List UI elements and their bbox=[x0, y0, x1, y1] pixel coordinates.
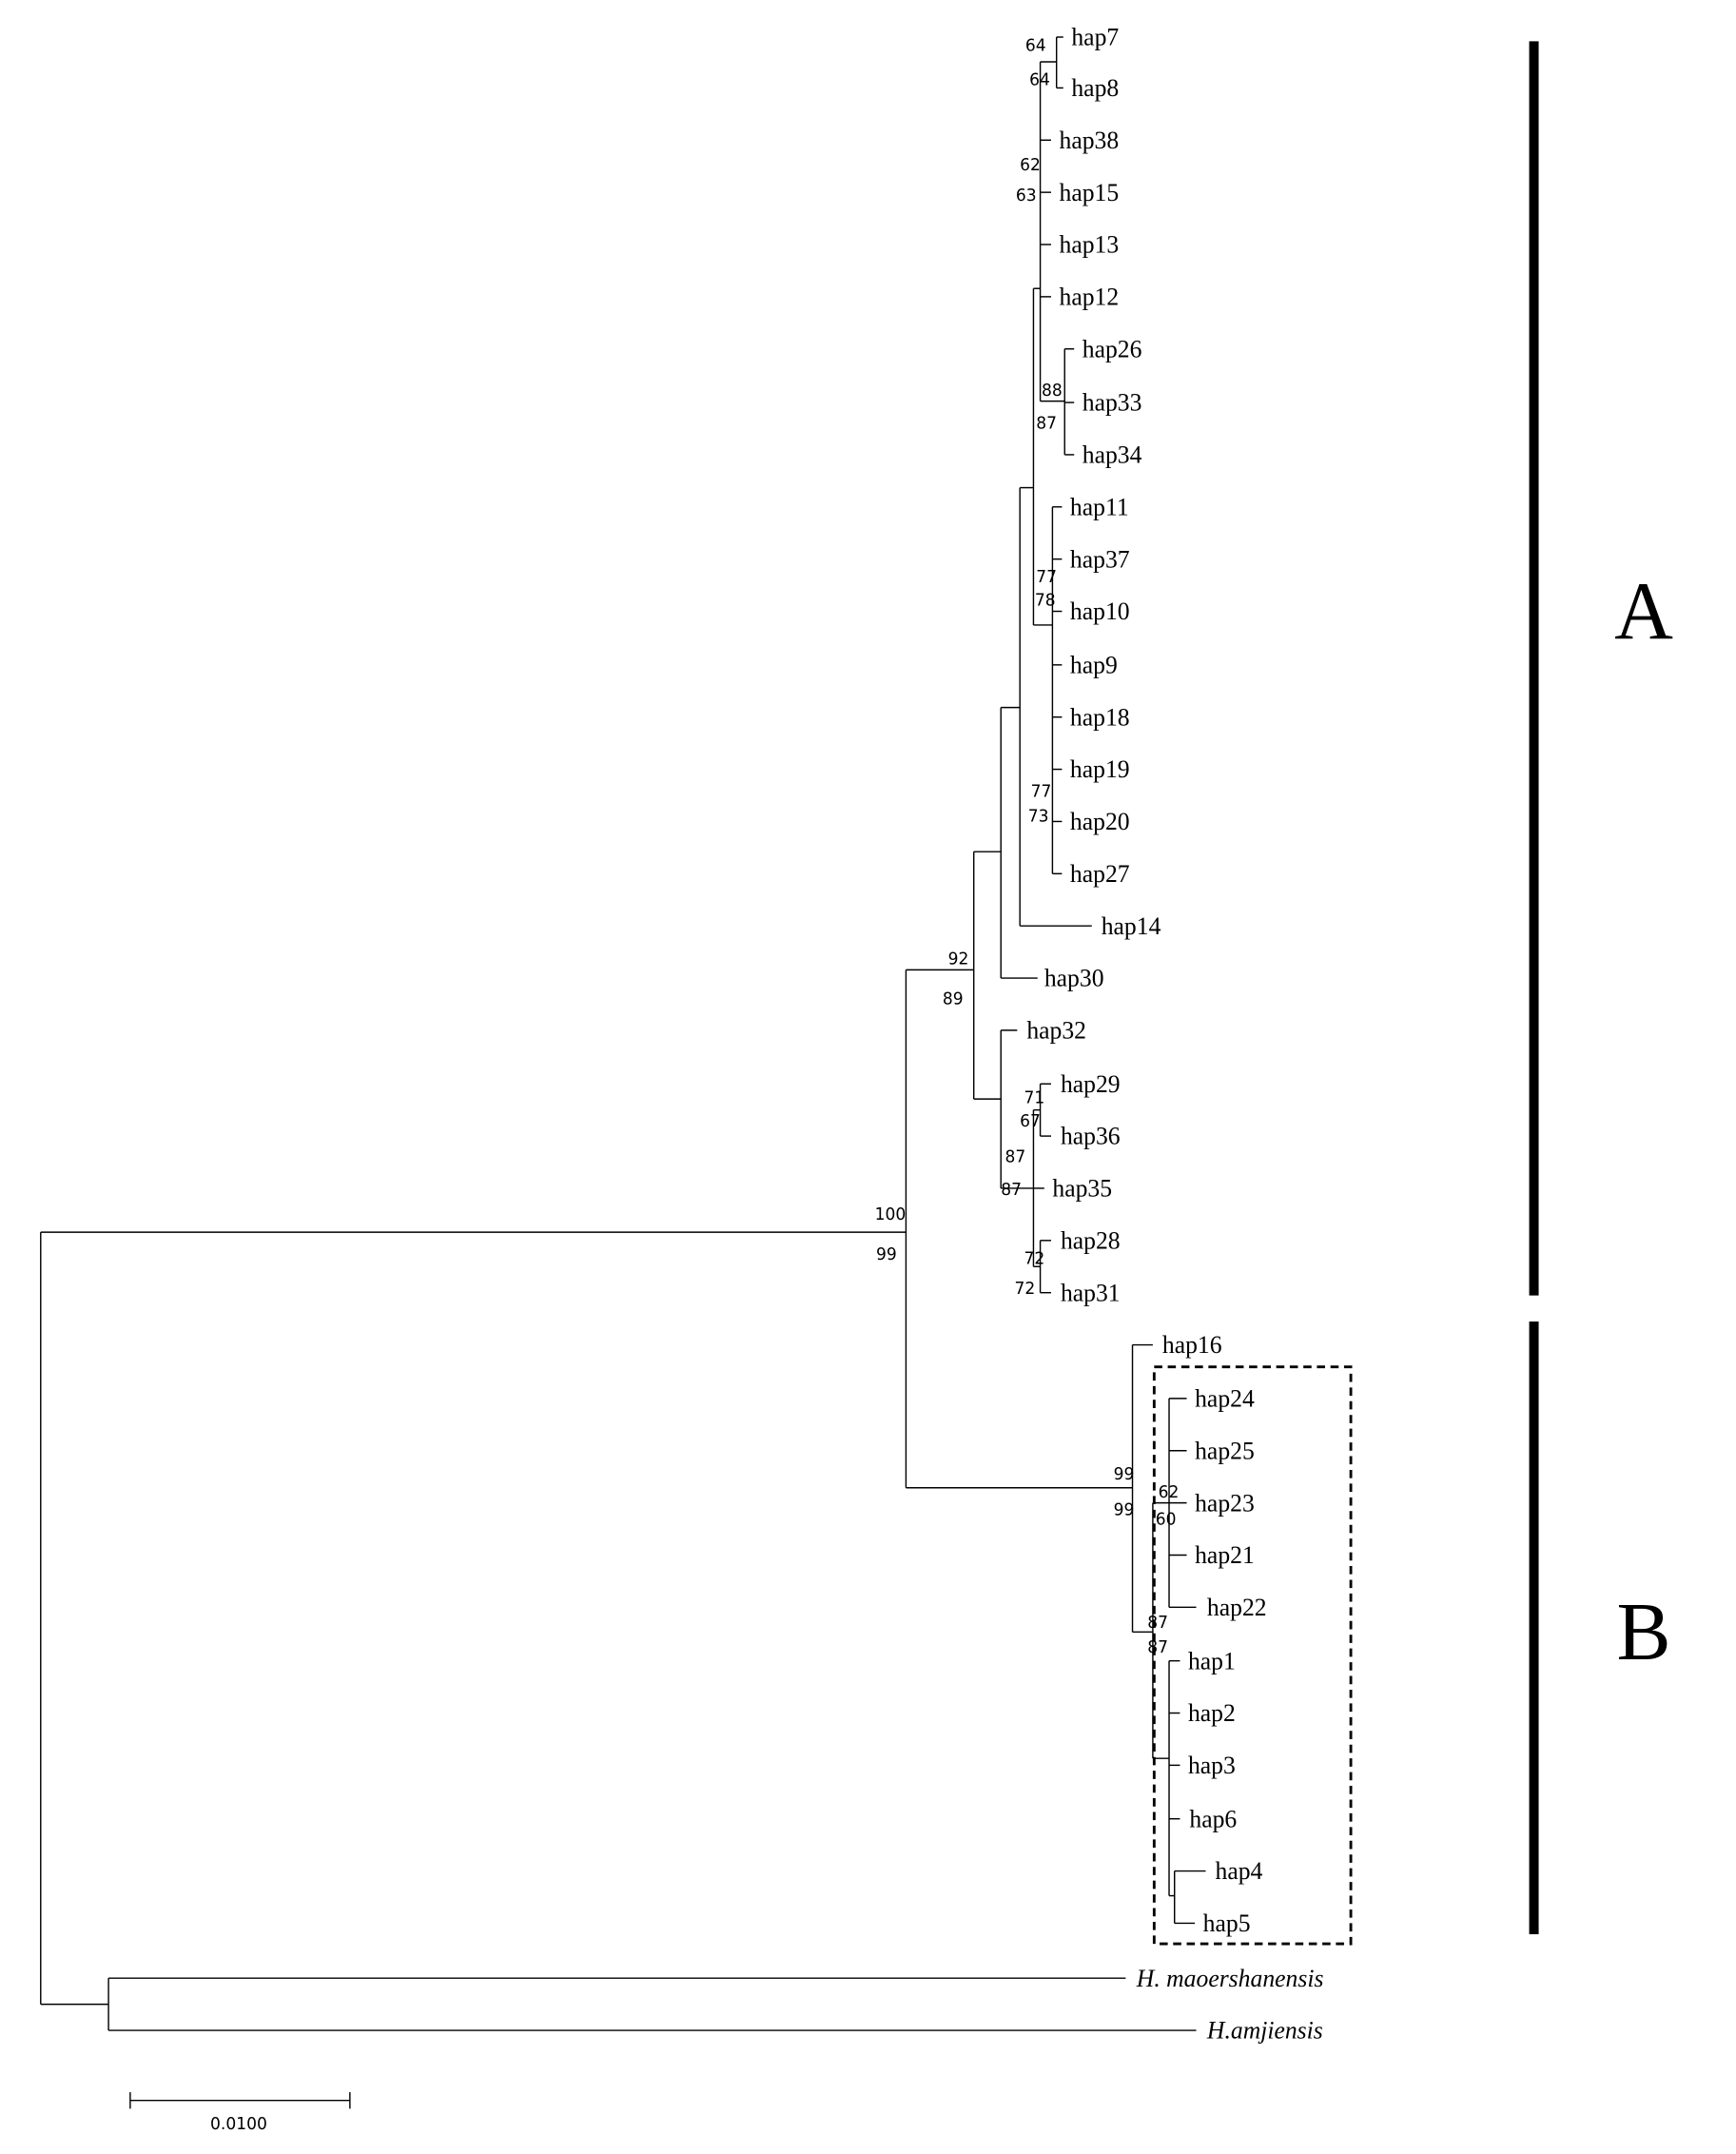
bootstrap-value: 63 bbox=[1016, 186, 1037, 206]
bootstrap-value: 62 bbox=[1020, 156, 1041, 175]
bootstrap-value: 77 bbox=[1036, 568, 1057, 587]
leaf-label: hap1 bbox=[1188, 1647, 1236, 1674]
leaf-label: H. maoershanensis bbox=[1136, 1965, 1324, 1992]
bootstrap-value: 60 bbox=[1156, 1511, 1177, 1530]
bootstrap-value: 77 bbox=[1031, 782, 1052, 801]
leaf-label: hap22 bbox=[1207, 1594, 1267, 1621]
leaf-label: H.amjiensis bbox=[1206, 2017, 1323, 2045]
leaf-label: hap21 bbox=[1195, 1541, 1255, 1569]
bootstrap-value: 72 bbox=[1024, 1249, 1044, 1268]
bootstrap-value: 62 bbox=[1159, 1483, 1180, 1502]
bootstrap-value: 67 bbox=[1020, 1112, 1041, 1131]
bootstrap-value: 87 bbox=[1005, 1147, 1026, 1166]
leaf-label: hap30 bbox=[1044, 965, 1104, 992]
bootstrap-value: 64 bbox=[1025, 36, 1046, 55]
bootstrap-value: 99 bbox=[1114, 1465, 1135, 1484]
bootstrap-value: 71 bbox=[1024, 1088, 1044, 1107]
leaf-label: hap25 bbox=[1195, 1437, 1255, 1464]
leaf-label: hap5 bbox=[1203, 1909, 1251, 1937]
leaf-label: hap38 bbox=[1060, 127, 1120, 154]
clade-label: B bbox=[1617, 1586, 1671, 1678]
clade-label: A bbox=[1614, 565, 1673, 657]
leaf-label: hap12 bbox=[1060, 283, 1120, 310]
leaf-label: hap4 bbox=[1215, 1857, 1262, 1885]
leaf-label: hap3 bbox=[1188, 1752, 1236, 1779]
scale-label: 0.0100 bbox=[210, 2115, 267, 2134]
leaf-label: hap15 bbox=[1060, 179, 1120, 206]
leaf-label: hap24 bbox=[1195, 1384, 1255, 1412]
leaf-label: hap2 bbox=[1188, 1699, 1236, 1727]
leaf-label: hap27 bbox=[1070, 860, 1130, 888]
leaf-label: hap14 bbox=[1102, 912, 1161, 940]
bootstrap-value: 78 bbox=[1035, 592, 1056, 611]
leaf-label: hap28 bbox=[1061, 1226, 1121, 1254]
leaf-label: hap8 bbox=[1071, 74, 1119, 102]
bootstrap-value: 87 bbox=[1001, 1181, 1022, 1200]
bootstrap-value: 99 bbox=[1114, 1501, 1135, 1520]
bootstrap-value: 99 bbox=[876, 1245, 897, 1264]
leaf-label: hap32 bbox=[1026, 1016, 1086, 1044]
leaf-label: hap29 bbox=[1061, 1070, 1121, 1098]
leaf-label: hap33 bbox=[1083, 389, 1142, 417]
leaf-label: hap36 bbox=[1061, 1123, 1121, 1150]
leaf-label: hap7 bbox=[1071, 24, 1119, 51]
leaf-label: hap34 bbox=[1083, 441, 1142, 468]
bootstrap-value: 87 bbox=[1036, 414, 1057, 433]
bootstrap-value: 89 bbox=[943, 989, 964, 1008]
leaf-label: hap19 bbox=[1070, 755, 1130, 783]
leaf-label: hap9 bbox=[1070, 651, 1118, 678]
leaf-label: hap6 bbox=[1189, 1805, 1237, 1832]
bootstrap-value: 87 bbox=[1147, 1638, 1168, 1657]
dashed-box bbox=[1152, 1365, 1353, 1946]
leaf-label: hap13 bbox=[1060, 231, 1120, 259]
bootstrap-value: 72 bbox=[1014, 1280, 1035, 1299]
leaf-label: hap26 bbox=[1083, 335, 1142, 362]
bootstrap-value: 64 bbox=[1029, 70, 1050, 89]
leaf-label: hap23 bbox=[1195, 1489, 1255, 1517]
leaf-label: hap11 bbox=[1070, 493, 1129, 520]
bootstrap-value: 100 bbox=[875, 1205, 907, 1224]
leaf-label: hap37 bbox=[1070, 545, 1130, 573]
bootstrap-value: 88 bbox=[1042, 382, 1063, 401]
leaf-label: hap18 bbox=[1070, 703, 1130, 731]
bootstrap-value: 87 bbox=[1147, 1614, 1168, 1633]
bootstrap-value: 73 bbox=[1028, 807, 1049, 826]
leaf-label: hap31 bbox=[1061, 1279, 1121, 1306]
leaf-label: hap20 bbox=[1070, 808, 1130, 835]
leaf-label: hap35 bbox=[1052, 1174, 1112, 1202]
leaf-label: hap16 bbox=[1162, 1331, 1222, 1359]
bootstrap-value: 92 bbox=[948, 950, 969, 969]
leaf-label: hap10 bbox=[1070, 597, 1130, 625]
